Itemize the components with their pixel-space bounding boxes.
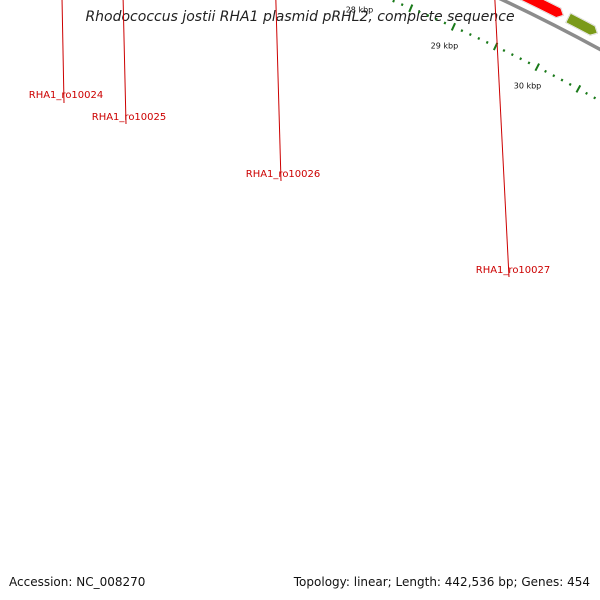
backbone-halo — [495, 0, 600, 53]
gene-leader-line — [61, 0, 65, 104]
accession-text: Accession: NC_008270 — [9, 575, 146, 589]
kbp-label-29: 29 kbp — [431, 41, 459, 50]
gene-leader-line — [122, 0, 127, 125]
genome-summary-text: Topology: linear; Length: 442,536 bp; Ge… — [293, 575, 590, 589]
gene-label-layer: RHA1_ro10024 RHA1_ro10025 RHA1_ro10026 RHA1… — [29, 0, 551, 278]
feature-layer — [518, 0, 599, 37]
gene-label-rha1-ro10025: RHA1_ro10025 — [92, 112, 167, 123]
kbp-label-28: 28 kbp — [346, 6, 374, 15]
gene-leader-line — [275, 0, 282, 182]
backbone-line — [498, 0, 600, 52]
gene-leader-line — [494, 0, 510, 278]
map-title: Rhodococcus jostii RHA1 plasmid pRHL2, c… — [85, 9, 515, 25]
gene-label-rha1-ro10024: RHA1_ro10024 — [29, 90, 104, 101]
kbp-label-30: 30 kbp — [514, 81, 542, 90]
backbone-layer — [495, 0, 600, 53]
inner-tick-ring — [392, 0, 597, 100]
gene-label-rha1-ro10026: RHA1_ro10026 — [246, 169, 321, 180]
edge-feature-arrow-2 — [564, 11, 599, 37]
gene-arrow-rha1-ro10027 — [518, 0, 565, 19]
gene-label-rha1-ro10027: RHA1_ro10027 — [476, 265, 551, 276]
